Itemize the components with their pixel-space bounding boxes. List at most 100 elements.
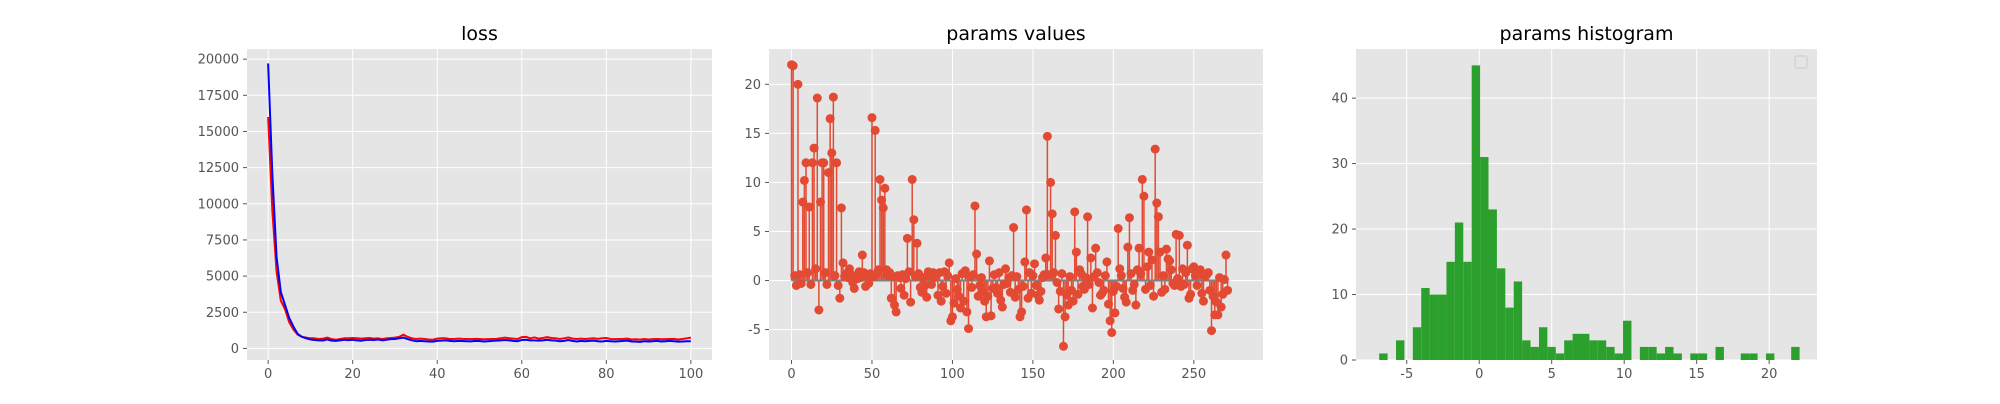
stem-marker <box>996 295 1006 305</box>
stem-marker <box>815 197 825 207</box>
y-tick-label: 0 <box>1340 354 1348 369</box>
stem-marker <box>824 168 834 178</box>
x-tick-label: 50 <box>864 367 881 382</box>
stem-marker <box>793 79 803 89</box>
stem-marker <box>835 293 845 303</box>
stem-marker <box>827 148 837 158</box>
chart-title: loss <box>461 23 498 45</box>
y-tick-label: 20 <box>1331 223 1348 238</box>
stem-marker <box>799 175 809 185</box>
x-tick-label: 0 <box>1475 367 1483 382</box>
loss-series-line-1 <box>267 116 692 341</box>
x-tick-label: 20 <box>1761 367 1778 382</box>
stem-marker <box>1100 271 1110 281</box>
x-tick-label: 200 <box>1101 367 1126 382</box>
stem-marker <box>828 92 838 102</box>
stem-marker <box>804 202 814 212</box>
stem-marker <box>964 324 974 334</box>
stem-marker <box>1081 273 1091 283</box>
stem-marker <box>896 283 906 293</box>
stem-marker <box>820 268 830 278</box>
stem-marker <box>976 273 986 283</box>
plot-background <box>247 49 712 360</box>
stem-marker <box>909 215 919 225</box>
x-tick-label: 80 <box>598 367 615 382</box>
y-tick-label: 0 <box>231 342 239 357</box>
y-tick-label: 5000 <box>206 270 239 285</box>
stem-marker <box>833 280 843 290</box>
stem-marker <box>1131 300 1141 310</box>
histogram-bar <box>1740 353 1750 360</box>
y-tick-label: -5 <box>748 323 761 338</box>
stem-marker <box>803 268 813 278</box>
stem-marker <box>1195 265 1205 275</box>
y-tick-label: 10 <box>1331 288 1348 303</box>
stem-marker <box>873 265 883 275</box>
histogram-bar <box>1749 353 1758 360</box>
stem-marker <box>886 293 896 303</box>
y-tick-label: 7500 <box>206 233 239 248</box>
y-tick-label: 12500 <box>198 161 239 176</box>
stem-marker <box>875 174 885 184</box>
histogram-bar <box>1438 294 1447 360</box>
histogram-bar <box>1580 333 1590 360</box>
stem-marker <box>1179 279 1189 289</box>
stem-marker <box>1018 281 1028 291</box>
stem-marker <box>801 158 811 168</box>
stem-marker <box>1136 269 1146 279</box>
stem-marker <box>902 233 912 243</box>
stem-marker <box>941 288 951 298</box>
y-tick-label: 10 <box>744 176 761 191</box>
stem-marker <box>1198 296 1208 306</box>
histogram-bar <box>1471 65 1481 360</box>
stem-marker <box>1173 274 1183 284</box>
stem-marker <box>1049 268 1059 278</box>
stem-marker <box>936 296 946 306</box>
stem-marker <box>1123 242 1133 252</box>
x-tick-label: 100 <box>940 367 965 382</box>
y-tick-label: 20 <box>744 78 761 93</box>
histogram-bar <box>1648 346 1657 360</box>
y-tick-label: 30 <box>1331 157 1348 172</box>
stem-marker <box>1086 253 1096 263</box>
stem-marker <box>1012 272 1022 282</box>
histogram-bar <box>1454 222 1464 360</box>
stem-marker <box>1073 289 1083 299</box>
histogram-bar <box>1589 340 1598 360</box>
stem-marker <box>1060 312 1070 322</box>
x-tick-label: 10 <box>1616 367 1633 382</box>
x-tick-label: 40 <box>429 367 446 382</box>
chart-panel-3: -5 0 5 10 15 20 0 10 20 30 40 params histogram <box>1331 23 1817 382</box>
histogram-bar <box>1673 353 1682 360</box>
stem-marker <box>822 279 832 289</box>
stem-marker <box>947 312 957 322</box>
stem-marker <box>986 311 996 321</box>
stem-marker <box>1116 271 1126 281</box>
stem-marker <box>812 93 822 103</box>
stem-marker <box>1070 207 1080 217</box>
histogram-bar <box>1421 287 1430 360</box>
stem-marker <box>1150 144 1160 154</box>
stem-marker <box>944 258 954 268</box>
y-tick-label: 0 <box>753 274 761 289</box>
stem-marker <box>1047 209 1057 219</box>
stem-marker <box>943 271 953 281</box>
histogram-bar <box>1656 353 1666 360</box>
stem-marker <box>1160 284 1170 294</box>
y-tick-label: 20000 <box>198 53 239 68</box>
stem-marker <box>1207 326 1217 336</box>
y-tick-label: 5 <box>753 225 761 240</box>
histogram-bar <box>1480 157 1489 360</box>
stem-marker <box>959 296 969 306</box>
stem-marker <box>1137 174 1147 184</box>
y-tick-label: 2500 <box>206 306 239 321</box>
x-tick-label: 100 <box>678 367 703 382</box>
histogram-bar <box>1547 346 1556 360</box>
y-tick-label: 40 <box>1331 92 1348 107</box>
stem-marker <box>949 298 959 308</box>
histogram-bar <box>1522 340 1531 360</box>
stem-marker <box>832 158 842 168</box>
y-tick-label: 10000 <box>198 197 239 212</box>
stem-marker <box>906 297 916 307</box>
stem-marker <box>1030 259 1040 269</box>
